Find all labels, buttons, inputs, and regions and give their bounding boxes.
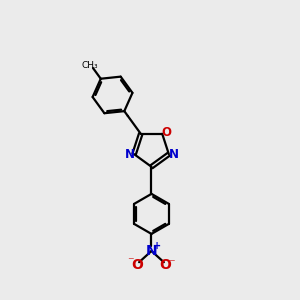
Text: N: N	[146, 244, 157, 258]
Text: ⁻: ⁻	[168, 257, 175, 270]
Text: N: N	[169, 148, 178, 161]
Text: CH₃: CH₃	[82, 61, 98, 70]
Text: O: O	[132, 257, 144, 272]
Text: ⁻: ⁻	[128, 256, 134, 269]
Text: N: N	[124, 148, 134, 161]
Text: +: +	[153, 241, 161, 251]
Text: O: O	[161, 126, 171, 139]
Text: O: O	[159, 257, 171, 272]
